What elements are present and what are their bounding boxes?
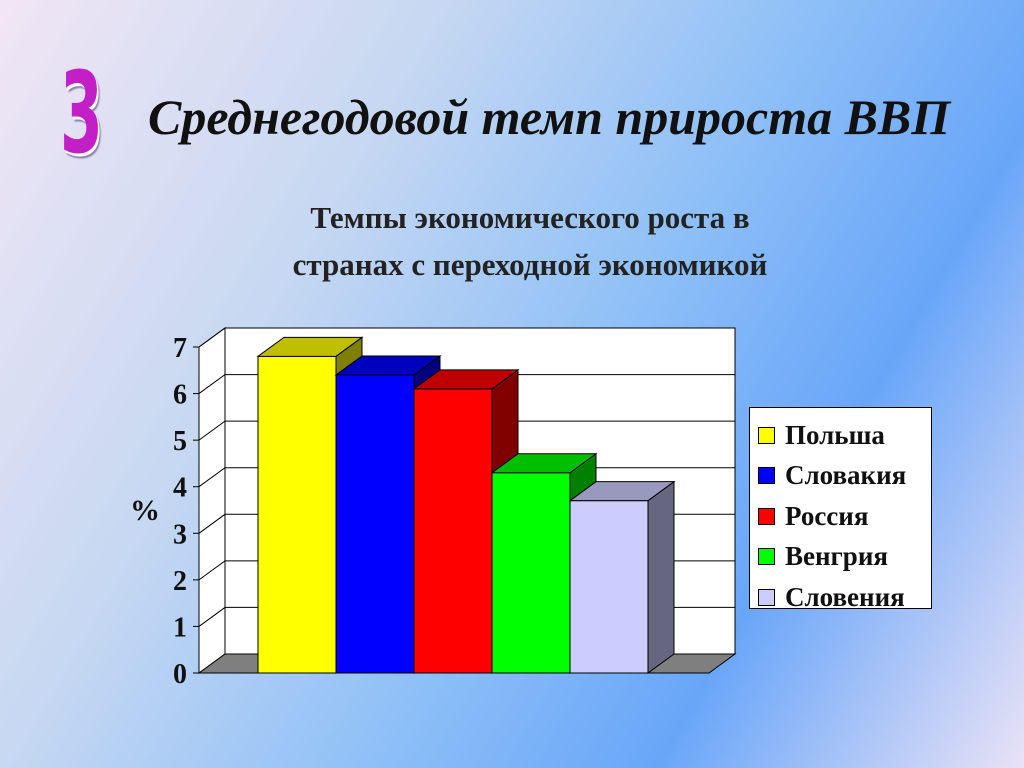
y-axis-label: % [130, 494, 160, 527]
bar-top-3 [412, 369, 520, 390]
y-tick-label: 1 [173, 612, 187, 643]
bar-2 [335, 374, 415, 674]
subtitle-line-2: странах с переходной экономикой [292, 247, 768, 282]
legend-item-poland: Польша [758, 415, 931, 456]
legend-label: Словения [785, 581, 905, 612]
chart-subtitle: Темпы экономического роста в странах с п… [200, 194, 860, 288]
bar-top-1 [256, 336, 364, 357]
gridline [198, 420, 735, 441]
bar-3 [413, 388, 493, 674]
legend-swatch [758, 426, 775, 444]
legend-item-slovenia: Словения [758, 577, 931, 618]
y-tick-label: 7 [173, 333, 187, 364]
legend-item-hungary: Венгрия [758, 537, 931, 578]
slide-title: Среднегодовой темп прироста ВВП [148, 89, 951, 145]
y-tick-label: 5 [173, 426, 187, 457]
subtitle-line-1: Темпы экономического роста в [310, 200, 750, 235]
bar-top-2 [334, 355, 442, 376]
bar-4 [491, 472, 571, 674]
y-tick-label: 2 [173, 566, 187, 597]
bar-top-4 [490, 453, 598, 474]
bar-1 [257, 355, 337, 674]
y-tick-label: 6 [173, 380, 187, 411]
legend-swatch [758, 588, 775, 606]
gridline [198, 327, 735, 348]
y-tick-label: 4 [173, 473, 187, 504]
legend-swatch [758, 548, 775, 566]
chart-side-wall [198, 327, 226, 674]
legend-item-russia: Россия [758, 496, 931, 537]
bar-5 [569, 500, 649, 674]
legend-swatch [758, 507, 775, 525]
bar-top-5 [568, 481, 676, 502]
legend-label: Польша [785, 419, 885, 450]
legend-label: Венгрия [785, 541, 888, 572]
y-tick-label: 3 [173, 519, 187, 550]
slide-number: 3 [60, 49, 103, 179]
bar-side-5 [647, 480, 675, 674]
gridline [198, 374, 735, 394]
legend-label: Словакия [785, 460, 907, 491]
legend-swatch [758, 467, 775, 485]
legend-item-slovakia: Словакия [758, 456, 931, 497]
y-tick-label: 0 [173, 659, 187, 690]
legend-label: Россия [785, 500, 869, 531]
chart-legend: Польша Словакия Россия Венгрия Словения [749, 407, 932, 612]
